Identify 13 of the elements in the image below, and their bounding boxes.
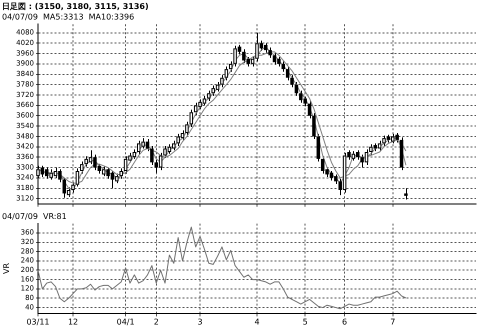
x-tick-label: 4 — [254, 317, 260, 326]
x-tick-label: 03/11 — [26, 317, 50, 326]
x-tick-label: 12 — [68, 317, 78, 326]
x-tick-label: 2 — [154, 317, 159, 326]
chart-subtitle: 04/07/09 VR:81 — [2, 212, 67, 221]
x-tick-label: 5 — [302, 317, 308, 326]
chart-subtitle: 04/07/09 MA5:3313 MA10:3396 — [2, 12, 134, 22]
x-tick-label: 3 — [198, 317, 203, 326]
x-tick-label: 6 — [342, 317, 348, 326]
x-tick-label: 04/1 — [116, 317, 135, 326]
x-tick-label: 7 — [390, 317, 396, 326]
chart-title: 日足図 : (3150, 3180, 3115, 3136) — [2, 2, 149, 11]
y-axis-title: VR — [2, 262, 11, 274]
